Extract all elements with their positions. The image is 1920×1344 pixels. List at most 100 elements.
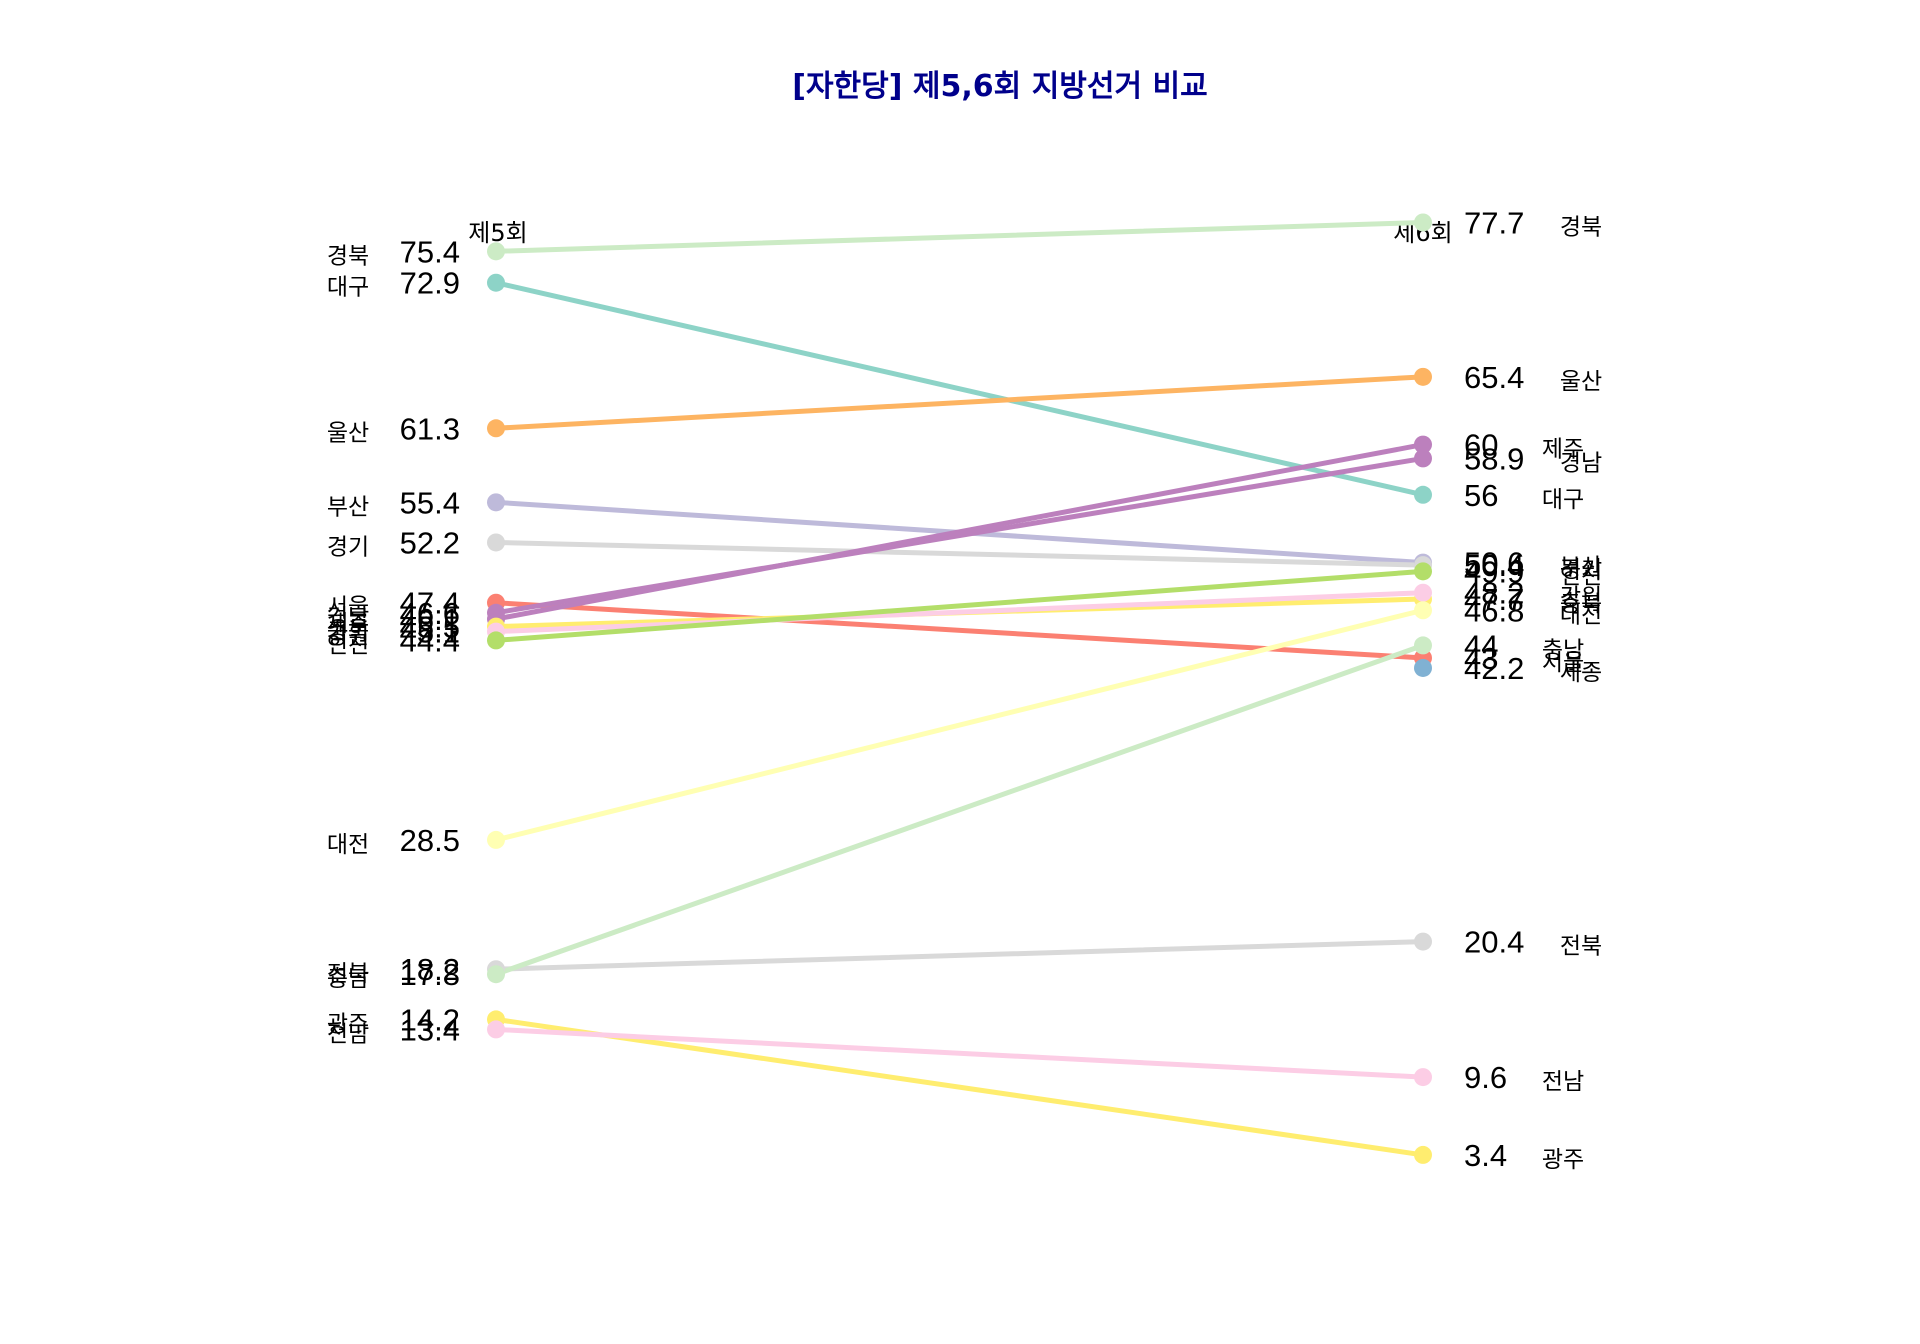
point-6th-대구 xyxy=(1414,485,1432,504)
value-label-5th-경기: 52.2 xyxy=(400,525,460,560)
value-label-6th-전북: 20.4 xyxy=(1464,925,1524,960)
value-label-5th-경남: 46.6 xyxy=(400,596,460,631)
name-label-5th-경북: 경북 xyxy=(327,243,369,269)
name-label-5th-전남: 전남 xyxy=(327,1021,369,1047)
slope-line-전남 xyxy=(493,1026,1426,1080)
value-label-6th-인천: 49.9 xyxy=(1464,554,1524,589)
value-label-6th-서울: 43 xyxy=(1464,641,1498,676)
name-label-6th-서울: 서울 xyxy=(1542,650,1584,676)
value-label-5th-전북: 18.2 xyxy=(400,952,460,987)
value-label-5th-인천: 44.4 xyxy=(400,623,460,658)
slope-line-경기 xyxy=(493,539,1426,568)
point-6th-인천 xyxy=(1414,562,1432,581)
value-label-5th-충남: 17.8 xyxy=(400,957,460,992)
point-6th-충남 xyxy=(1414,636,1432,655)
point-6th-경남 xyxy=(1414,449,1432,468)
value-label-6th-부산: 50.6 xyxy=(1464,546,1524,581)
slope-line-대전 xyxy=(493,607,1426,843)
slope-lines xyxy=(493,219,1426,1158)
value-label-6th-충남: 44 xyxy=(1464,628,1498,663)
slope-line-충남 xyxy=(493,642,1426,977)
name-label-5th-경기: 경기 xyxy=(327,534,369,560)
name-label-6th-인천: 인천 xyxy=(1560,563,1602,589)
name-label-6th-대전: 대전 xyxy=(1560,602,1602,628)
name-label-6th-경남: 경남 xyxy=(1560,450,1602,476)
value-label-6th-경북: 77.7 xyxy=(1464,205,1524,240)
point-5th-울산 xyxy=(487,419,505,438)
name-label-6th-경기: 경기 xyxy=(1560,557,1602,583)
chart-title: [자한당] 제5,6회 지방선거 비교 xyxy=(792,69,1208,104)
name-label-6th-세종: 세종 xyxy=(1560,660,1602,686)
name-label-5th-광주: 광주 xyxy=(327,1011,369,1037)
name-label-5th-서울: 서울 xyxy=(327,595,369,621)
name-label-6th-전남: 전남 xyxy=(1542,1069,1584,1095)
point-6th-경북 xyxy=(1414,213,1432,232)
value-label-5th-서울: 47.4 xyxy=(400,586,460,621)
name-label-5th-전북: 전북 xyxy=(327,961,369,987)
name-label-6th-충북: 충북 xyxy=(1560,591,1602,617)
value-label-6th-경기: 50.4 xyxy=(1464,548,1524,583)
name-label-6th-강원: 강원 xyxy=(1560,585,1602,611)
value-label-5th-강원: 45.1 xyxy=(400,615,460,650)
value-label-6th-충북: 47.7 xyxy=(1464,582,1524,617)
name-label-6th-충남: 충남 xyxy=(1542,637,1584,663)
name-label-5th-대구: 대구 xyxy=(327,275,369,301)
point-5th-경기 xyxy=(487,533,505,552)
point-5th-부산 xyxy=(487,493,505,512)
slope-line-경남 xyxy=(493,455,1426,616)
value-label-6th-전남: 9.6 xyxy=(1464,1060,1507,1095)
name-label-6th-제주: 제주 xyxy=(1542,437,1584,463)
value-label-6th-제주: 60 xyxy=(1464,428,1498,463)
value-label-5th-울산: 61.3 xyxy=(400,411,460,446)
point-5th-대구 xyxy=(487,273,505,292)
name-label-6th-울산: 울산 xyxy=(1560,369,1602,395)
point-5th-전남 xyxy=(487,1020,505,1039)
name-label-6th-부산: 부산 xyxy=(1560,555,1602,581)
name-label-5th-경남: 경남 xyxy=(327,605,369,631)
value-label-6th-울산: 65.4 xyxy=(1464,360,1524,395)
name-label-5th-대전: 대전 xyxy=(327,832,369,858)
value-label-6th-대전: 46.8 xyxy=(1464,593,1524,628)
name-label-6th-전북: 전북 xyxy=(1560,934,1602,960)
name-label-6th-광주: 광주 xyxy=(1542,1147,1584,1173)
name-label-5th-제주: 제주 xyxy=(327,611,369,637)
name-label-5th-충남: 충남 xyxy=(327,966,369,992)
point-5th-인천 xyxy=(487,631,505,650)
point-6th-광주 xyxy=(1414,1145,1432,1164)
point-6th-전남 xyxy=(1414,1068,1432,1087)
name-label-5th-부산: 부산 xyxy=(327,494,369,520)
point-6th-대전 xyxy=(1414,601,1432,620)
name-label-5th-인천: 인천 xyxy=(327,632,369,658)
point-5th-경북 xyxy=(487,242,505,261)
point-5th-대전 xyxy=(487,830,505,849)
slope-points xyxy=(487,213,1432,1164)
value-label-6th-대구: 56 xyxy=(1464,478,1498,513)
name-label-5th-울산: 울산 xyxy=(327,420,369,446)
value-label-5th-전남: 13.4 xyxy=(400,1012,460,1047)
point-6th-울산 xyxy=(1414,367,1432,386)
value-label-6th-세종: 42.2 xyxy=(1464,651,1524,686)
name-label-5th-충북: 충북 xyxy=(327,619,369,645)
name-label-6th-경북: 경북 xyxy=(1560,214,1602,240)
point-6th-제주 xyxy=(1414,435,1432,454)
point-6th-강원 xyxy=(1414,583,1432,602)
value-label-5th-부산: 55.4 xyxy=(400,485,460,520)
value-label-5th-대전: 28.5 xyxy=(400,823,460,858)
value-label-6th-강원: 48.2 xyxy=(1464,576,1524,611)
value-label-5th-경북: 75.4 xyxy=(400,234,460,269)
slope-line-전북 xyxy=(493,939,1426,972)
value-label-5th-제주: 46.1 xyxy=(400,602,460,637)
slope-line-경북 xyxy=(493,219,1426,254)
slope-labels: 75.4 경북 77.7 경북 72.9 대구 56 대구 61.3 울산 65.4 울산 55.4 부산… xyxy=(327,205,1602,1172)
value-label-5th-대구: 72.9 xyxy=(400,266,460,301)
name-label-5th-강원: 강원 xyxy=(327,624,369,650)
slope-line-강원 xyxy=(493,590,1426,635)
value-label-6th-광주: 3.4 xyxy=(1464,1138,1507,1173)
slope-line-대구 xyxy=(493,280,1426,498)
point-6th-전북 xyxy=(1414,932,1432,951)
point-5th-충남 xyxy=(487,965,505,984)
name-label-6th-대구: 대구 xyxy=(1542,487,1584,513)
value-label-5th-충북: 45.5 xyxy=(400,610,460,645)
slope-line-제주 xyxy=(493,442,1426,622)
